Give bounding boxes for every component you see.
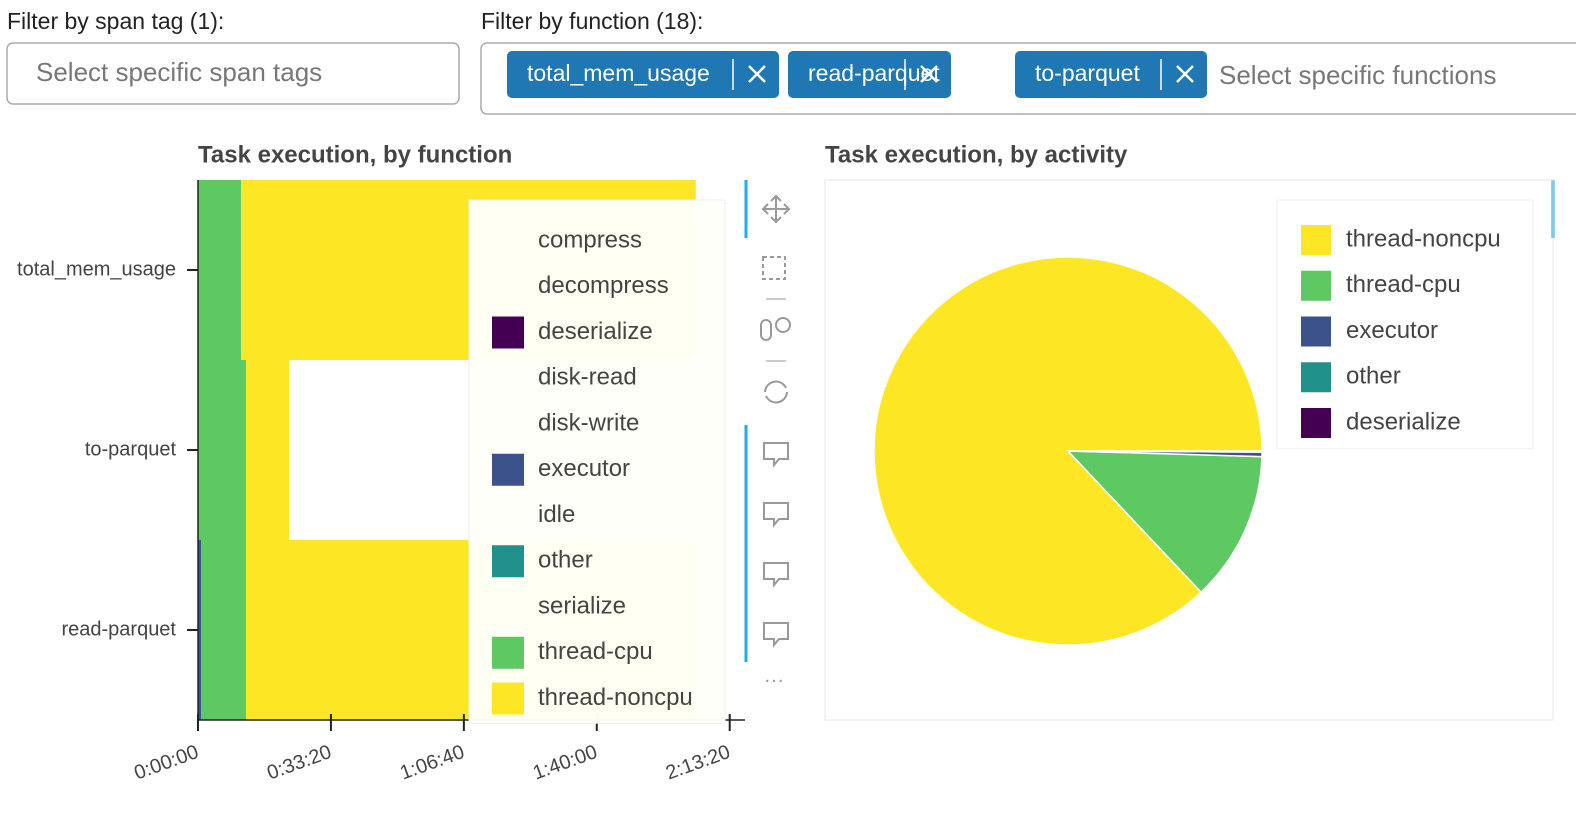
hover-tool[interactable] bbox=[764, 503, 788, 525]
placeholder: Select specific functions bbox=[1219, 60, 1496, 90]
legend-swatch bbox=[492, 683, 524, 715]
pan-tool[interactable] bbox=[763, 196, 789, 222]
legend-swatch bbox=[1301, 317, 1331, 347]
bar-segment bbox=[246, 360, 289, 540]
x-tick-label: 1:40:00 bbox=[530, 741, 600, 784]
reset-tool[interactable] bbox=[765, 382, 787, 403]
filter-label: Filter by function (18): bbox=[481, 8, 703, 34]
hover-tool[interactable] bbox=[764, 623, 788, 645]
box-zoom-tool[interactable] bbox=[763, 257, 785, 279]
legend-label: executor bbox=[538, 455, 630, 482]
legend-label: other bbox=[538, 547, 593, 574]
tag-label: read-parquet bbox=[808, 60, 940, 86]
placeholder: Select specific span tags bbox=[36, 57, 322, 87]
legend-label: other bbox=[1346, 363, 1401, 390]
tag-label: total_mem_usage bbox=[527, 60, 710, 86]
legend-label: thread-cpu bbox=[1346, 271, 1461, 298]
tag-list: total_mem_usage read-parquet to-parquet bbox=[507, 51, 1207, 98]
bar-segment bbox=[198, 180, 241, 360]
hover-tool[interactable] bbox=[764, 563, 788, 585]
legend-label: deserialize bbox=[538, 318, 653, 345]
bar-segment bbox=[198, 360, 246, 540]
legend-swatch bbox=[1301, 271, 1331, 301]
legend-swatch bbox=[492, 454, 524, 486]
chart-title: Task execution, by function bbox=[198, 141, 512, 168]
legend-swatch bbox=[492, 637, 524, 669]
filter-label: Filter by span tag (1): bbox=[7, 8, 224, 34]
y-tick-label: to-parquet bbox=[85, 438, 177, 460]
legend-label: compress bbox=[538, 226, 642, 253]
legend-label: thread-cpu bbox=[538, 638, 653, 665]
chart-title: Task execution, by activity bbox=[825, 141, 1128, 168]
legend-swatch bbox=[492, 545, 524, 577]
wheel-zoom-icon bbox=[761, 320, 771, 340]
legend-label: serialize bbox=[538, 592, 626, 619]
legend-label: decompress bbox=[538, 272, 669, 299]
tag-label: to-parquet bbox=[1035, 60, 1140, 86]
legend-swatch bbox=[1301, 362, 1331, 392]
more-tools[interactable]: ··· bbox=[764, 669, 784, 691]
legend-label: thread-noncpu bbox=[1346, 225, 1501, 252]
legend-swatch bbox=[492, 317, 524, 349]
legend-label: executor bbox=[1346, 317, 1438, 344]
x-tick-label: 0:33:20 bbox=[264, 741, 334, 784]
legend-label: deserialize bbox=[1346, 408, 1461, 435]
legend-swatch bbox=[1301, 408, 1331, 438]
legend-swatch bbox=[1301, 225, 1331, 255]
legend-label: disk-read bbox=[538, 364, 637, 391]
bar-segment bbox=[201, 540, 246, 720]
wheel-zoom-tool[interactable] bbox=[776, 318, 790, 332]
legend-label: idle bbox=[538, 501, 575, 528]
y-tick-label: total_mem_usage bbox=[17, 258, 176, 280]
hover-tool[interactable] bbox=[764, 443, 788, 465]
x-tick-label: 1:06:40 bbox=[397, 741, 467, 784]
y-tick-label: read-parquet bbox=[61, 618, 176, 640]
legend-label: thread-noncpu bbox=[538, 684, 693, 711]
x-tick-label: 0:00:00 bbox=[131, 741, 201, 784]
legend-label: disk-write bbox=[538, 409, 639, 436]
x-tick-label: 2:13:20 bbox=[663, 741, 733, 784]
